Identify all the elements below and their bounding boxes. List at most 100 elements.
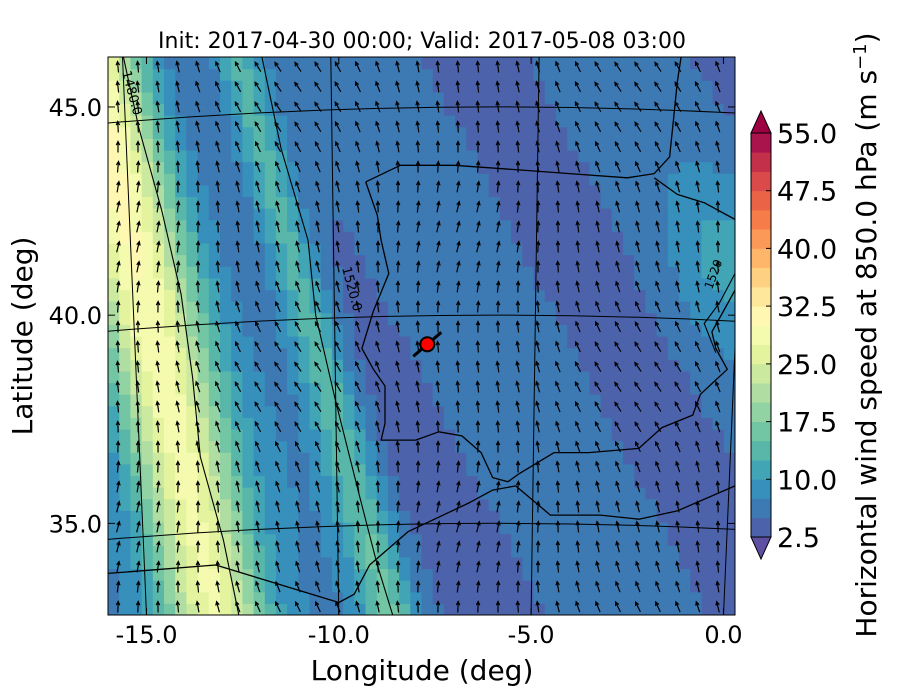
field-cell [331,591,344,604]
field-cell [555,382,568,395]
field-cell [667,80,680,93]
wind-arrow [435,100,441,113]
field-cell [511,68,523,81]
wind-arrow [694,380,702,393]
field-cell [331,487,344,500]
field-cell [679,126,691,139]
field-cell [432,336,445,349]
field-cell [376,394,389,407]
field-cell [387,370,400,384]
field-cell [645,429,658,442]
map-plot-area: 1480.0 1520.0 1520 [108,57,735,615]
field-cell [220,289,232,302]
field-cell [164,475,176,488]
wind-arrow [275,520,280,533]
field-cell [186,208,199,221]
wind-arrow [456,500,461,513]
wind-arrow [634,320,642,333]
field-cell [399,138,411,151]
field-cell [656,312,669,325]
wind-arrow [215,540,221,553]
wind-arrow [635,180,641,193]
field-cell [477,126,490,139]
field-cell [208,161,221,174]
field-cell [354,580,367,593]
field-cell [309,103,322,116]
field-cell [220,208,232,221]
wind-arrow [695,320,701,333]
field-cell [544,80,557,93]
field-cell [309,289,322,302]
field-cell [141,301,154,314]
field-cell [130,591,143,604]
wind-arrow [175,80,180,93]
field-cell [298,336,311,349]
field-cell [298,184,311,198]
field-cell [432,173,445,186]
field-cell [354,301,367,314]
field-cell [164,394,176,407]
field-cell [354,429,367,442]
field-cell [477,80,490,93]
field-cell [455,80,467,93]
wind-arrow [335,560,340,573]
field-cell [634,289,646,302]
field-cell [152,452,165,465]
field-cell [555,161,568,174]
field-cell [578,545,591,558]
wind-arrow [635,480,641,493]
field-cell [432,243,445,256]
field-cell [365,429,378,442]
wind-arrow [235,460,241,473]
wind-arrow [315,240,320,253]
field-cell [309,196,322,209]
colorbar-tick-label: 40.0 [777,234,837,265]
field-cell [376,603,389,615]
field-cell [589,324,602,337]
field-cell [197,103,210,116]
field-cell [488,568,501,581]
field-cell [387,603,400,615]
field-cell [600,429,613,442]
field-cell [141,394,154,407]
field-cell [567,173,579,186]
wind-arrow [615,580,621,593]
wind-arrow [195,400,201,413]
field-cell [186,126,199,139]
field-cell [320,126,333,139]
field-cell [533,312,546,325]
field-cell [197,405,210,418]
wind-arrow [535,500,541,513]
wind-arrow [274,81,282,92]
field-cell [690,243,702,256]
wind-arrow [535,600,540,613]
field-cell [130,545,143,558]
field-cell [175,243,187,256]
field-cell [589,487,602,500]
field-cell [141,382,154,395]
field-cell [242,603,255,615]
field-cell [231,591,243,604]
field-cell [544,312,557,325]
field-cell [544,301,557,314]
wind-arrow [136,180,141,193]
wind-arrow [555,300,560,313]
field-cell [231,487,243,500]
colorbar-segment [751,229,771,249]
field-cell [186,243,199,256]
wind-arrow [575,540,581,553]
field-cell [723,68,735,81]
wind-arrow [435,600,441,613]
field-cell [119,603,131,615]
wind-arrow [116,540,121,553]
field-cell [242,91,255,105]
field-cell [600,184,613,198]
field-cell [443,150,456,163]
field-cell [488,324,501,337]
field-cell [365,150,378,163]
field-cell [220,196,232,209]
field-cell [152,161,165,174]
field-cell [623,91,635,105]
field-cell [130,533,143,546]
wind-arrow [175,480,181,493]
